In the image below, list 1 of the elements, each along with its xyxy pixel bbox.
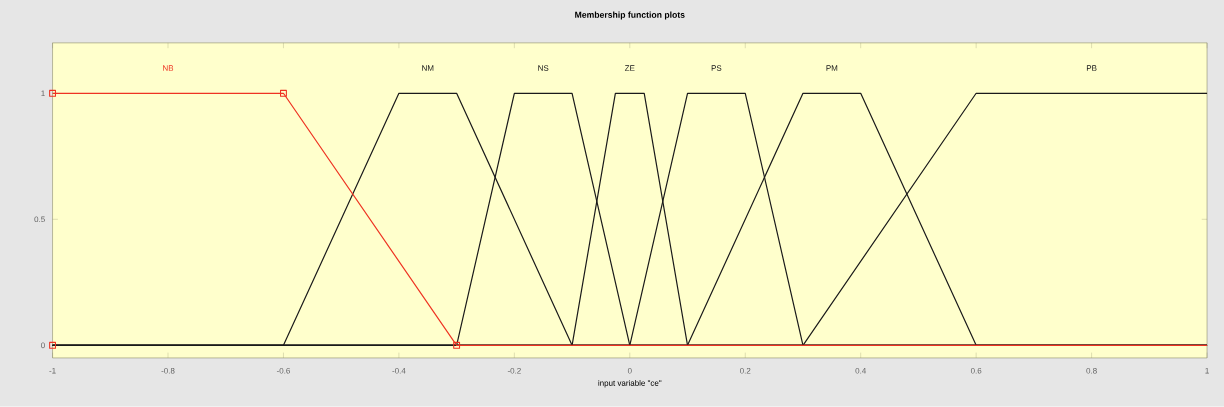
chart-title: Membership function plots [575, 11, 685, 20]
